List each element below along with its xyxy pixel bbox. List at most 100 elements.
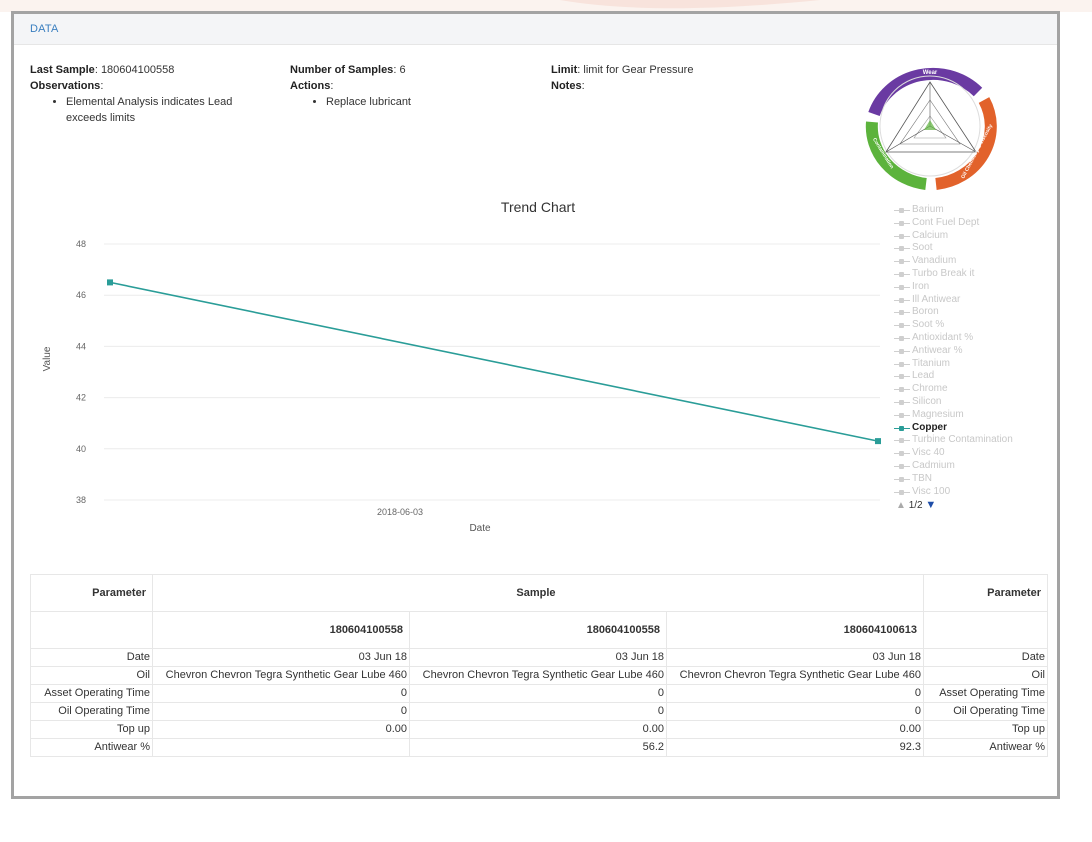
row-label: Antiwear % <box>30 738 153 757</box>
y-axis-label: Value <box>42 346 53 371</box>
legend-item-label: Magnesium <box>912 408 964 420</box>
legend-item[interactable]: Silicon <box>894 396 1044 409</box>
legend-item[interactable]: Titanium <box>894 358 1044 371</box>
legend-item[interactable]: Cont Fuel Dept <box>894 217 1044 230</box>
x-tick-label: 2018-06-03 <box>377 507 423 517</box>
sample-id-header[interactable]: 180604100558 <box>409 611 667 649</box>
legend-marker-icon <box>894 463 910 470</box>
trend-chart[interactable]: Trend Chart 38 40 42 44 46 48 2018-06-03 Valu… <box>38 194 1038 534</box>
blank-header <box>30 611 153 649</box>
row-label-right: Top up <box>923 720 1048 739</box>
row-label: Top up <box>30 720 153 739</box>
legend-item[interactable]: Magnesium <box>894 409 1044 422</box>
legend-item[interactable]: Barium <box>894 204 1044 217</box>
legend-item-label: Copper <box>912 421 947 433</box>
y-tick-label: 38 <box>76 495 86 505</box>
y-tick-label: 46 <box>76 290 86 300</box>
legend-item[interactable]: Copper <box>894 422 1044 435</box>
legend-item-label: Ill Antiwear <box>912 293 961 305</box>
data-point[interactable] <box>107 279 113 286</box>
data-panel: DATA Last Sample: 180604100558 Observati… <box>11 11 1060 799</box>
chart-legend: Barium Cont Fuel Dept Calcium Soot Vanadium T… <box>894 204 1044 512</box>
legend-marker-icon <box>894 348 910 355</box>
legend-item[interactable]: Iron <box>894 281 1044 294</box>
legend-item[interactable]: Calcium <box>894 230 1044 243</box>
legend-item[interactable]: Chrome <box>894 383 1044 396</box>
condition-wheel[interactable]: Wear Oil Chemistry & Viscosity Contamina… <box>860 62 1002 192</box>
chart-title: Trend Chart <box>501 199 575 215</box>
legend-item-label: Antiwear % <box>912 344 963 356</box>
table-row: Antiwear % 56.2 92.3 Antiwear % <box>30 738 1048 757</box>
legend-item[interactable]: Antiwear % <box>894 345 1044 358</box>
table-row: Top up 0.00 0.00 0.00 Top up <box>30 720 1048 739</box>
legend-next-icon[interactable]: ▼ <box>925 499 937 512</box>
table-cell <box>152 738 410 757</box>
legend-marker-icon <box>894 233 910 240</box>
table-row: Oil Chevron Chevron Tegra Synthetic Gear … <box>30 666 1048 685</box>
row-label: Date <box>30 648 153 667</box>
legend-item[interactable]: Soot <box>894 242 1044 255</box>
legend-item-label: Soot <box>912 242 933 254</box>
legend-marker-icon <box>894 335 910 342</box>
series-line-copper[interactable] <box>109 281 879 442</box>
legend-item[interactable]: Ill Antiwear <box>894 294 1044 307</box>
legend-marker-icon <box>894 450 910 457</box>
table-cell: 0 <box>152 684 410 703</box>
legend-item[interactable]: Visc 100 <box>894 486 1044 499</box>
legend-item[interactable]: Boron <box>894 306 1044 319</box>
limit-value: limit for Gear Pressure <box>583 64 694 76</box>
legend-marker-icon <box>894 476 910 483</box>
samples-count-block: Number of Samples: 6 Actions: Replace lu… <box>290 62 530 110</box>
legend-item[interactable]: TBN <box>894 473 1044 486</box>
table-cell: Chevron Chevron Tegra Synthetic Gear Lub… <box>409 666 667 685</box>
wheel-segment-wear <box>868 67 983 117</box>
row-label: Asset Operating Time <box>30 684 153 703</box>
legend-item[interactable]: Turbo Break it <box>894 268 1044 281</box>
table-cell: 0.00 <box>409 720 667 739</box>
legend-item-label: Silicon <box>912 395 942 407</box>
table-cell: 0.00 <box>152 720 410 739</box>
legend-marker-icon <box>894 245 910 252</box>
observation-item: Elemental Analysis indicates Lead exceed… <box>66 94 270 126</box>
table-cell: 56.2 <box>409 738 667 757</box>
legend-marker-icon <box>894 399 910 406</box>
legend-marker-icon <box>894 271 910 278</box>
number-of-samples-value: 6 <box>399 64 406 76</box>
table-cell: 03 Jun 18 <box>409 648 667 667</box>
action-item: Replace lubricant <box>326 94 530 110</box>
sample-id-header[interactable]: 180604100613 <box>666 611 924 649</box>
legend-marker-icon <box>894 437 910 444</box>
row-label-right: Antiwear % <box>923 738 1048 757</box>
samples-table: Parameter Sample Parameter 180604100558 … <box>30 574 1048 757</box>
actions-list: Replace lubricant <box>290 94 530 110</box>
actions-label: Actions <box>290 80 331 92</box>
legend-item-label: Turbine Contamination <box>912 434 1013 446</box>
legend-item[interactable]: Vanadium <box>894 255 1044 268</box>
legend-item[interactable]: Cadmium <box>894 460 1044 473</box>
table-row: Asset Operating Time 0 0 0 Asset Operating T… <box>30 684 1048 703</box>
sample-id-header[interactable]: 180604100558 <box>152 611 410 649</box>
legend-marker-icon <box>894 207 910 214</box>
y-tick-label: 48 <box>76 239 86 249</box>
legend-item[interactable]: Lead <box>894 370 1044 383</box>
legend-marker-icon <box>894 386 910 393</box>
parameter-header: Parameter <box>30 574 153 612</box>
legend-item-label: Visc 100 <box>912 485 951 497</box>
table-cell: 92.3 <box>666 738 924 757</box>
legend-item[interactable]: Visc 40 <box>894 447 1044 460</box>
table-cell: 03 Jun 18 <box>152 648 410 667</box>
legend-marker-icon <box>894 361 910 368</box>
legend-item-label: Visc 40 <box>912 447 945 459</box>
legend-page: 1/2 <box>908 500 923 512</box>
row-label-right: Asset Operating Time <box>923 684 1048 703</box>
legend-item[interactable]: Soot % <box>894 319 1044 332</box>
x-axis-label: Date <box>469 523 491 534</box>
table-cell: 0.00 <box>666 720 924 739</box>
legend-marker-icon <box>894 309 910 316</box>
legend-item[interactable]: Turbine Contamination <box>894 434 1044 447</box>
row-label-right: Oil Operating Time <box>923 702 1048 721</box>
legend-prev-icon[interactable]: ▲ <box>896 500 906 512</box>
data-point[interactable] <box>875 438 881 445</box>
legend-item[interactable]: Antioxidant % <box>894 332 1044 345</box>
panel-title[interactable]: DATA <box>30 23 59 35</box>
